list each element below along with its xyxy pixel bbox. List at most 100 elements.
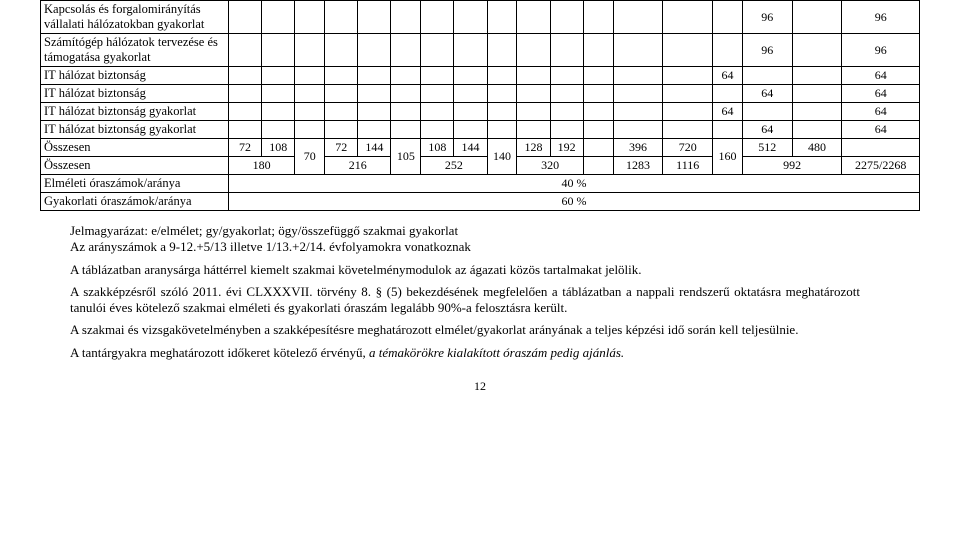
cell bbox=[262, 34, 295, 67]
cell bbox=[487, 1, 517, 34]
curriculum-table: Kapcsolás és forgalomirányítás vállalati… bbox=[40, 0, 920, 211]
cell bbox=[742, 67, 792, 85]
pct-label: Gyakorlati óraszámok/aránya bbox=[41, 193, 229, 211]
cell bbox=[663, 121, 713, 139]
cell bbox=[792, 121, 842, 139]
table-row: Kapcsolás és forgalomirányítás vállalati… bbox=[41, 1, 920, 34]
cell bbox=[391, 34, 421, 67]
cell bbox=[262, 67, 295, 85]
cell bbox=[792, 67, 842, 85]
table-row: IT hálózat biztonság gyakorlat 64 64 bbox=[41, 103, 920, 121]
cell bbox=[487, 67, 517, 85]
cell bbox=[295, 34, 325, 67]
cell bbox=[613, 121, 663, 139]
paragraph-2: A szakképzésről szóló 2011. évi CLXXXVII… bbox=[70, 284, 860, 317]
cell bbox=[454, 1, 487, 34]
pct-value: 60 % bbox=[228, 193, 919, 211]
cell bbox=[713, 85, 743, 103]
cell bbox=[262, 103, 295, 121]
cell bbox=[421, 1, 454, 34]
paragraph-3: A szakmai és vizsgakövetelményben a szak… bbox=[70, 322, 860, 338]
cell: 144 bbox=[358, 139, 391, 157]
cell bbox=[295, 85, 325, 103]
cell: 108 bbox=[421, 139, 454, 157]
cell bbox=[663, 34, 713, 67]
cell: 96 bbox=[842, 34, 920, 67]
cell bbox=[663, 1, 713, 34]
row-label: IT hálózat biztonság bbox=[41, 85, 229, 103]
row-label: Számítógép hálózatok tervezése és támoga… bbox=[41, 34, 229, 67]
pct-value: 40 % bbox=[228, 175, 919, 193]
cell bbox=[550, 67, 583, 85]
cell bbox=[517, 121, 550, 139]
cell: 64 bbox=[842, 103, 920, 121]
cell: 64 bbox=[742, 85, 792, 103]
cell: 96 bbox=[742, 1, 792, 34]
cell bbox=[228, 85, 261, 103]
cell bbox=[325, 85, 358, 103]
cell bbox=[358, 85, 391, 103]
cell: 64 bbox=[713, 103, 743, 121]
cell bbox=[358, 67, 391, 85]
row-label: IT hálózat biztonság gyakorlat bbox=[41, 103, 229, 121]
paragraph-4: A tantárgyakra meghatározott időkeret kö… bbox=[70, 345, 860, 361]
cell bbox=[228, 103, 261, 121]
cell bbox=[842, 139, 920, 157]
cell: 64 bbox=[842, 67, 920, 85]
cell bbox=[613, 34, 663, 67]
cell bbox=[792, 34, 842, 67]
table-row: IT hálózat biztonság gyakorlat6464 bbox=[41, 121, 920, 139]
cell bbox=[713, 1, 743, 34]
cell: 992 bbox=[742, 157, 842, 175]
cell bbox=[517, 67, 550, 85]
cell bbox=[391, 85, 421, 103]
cell bbox=[517, 1, 550, 34]
cell: 192 bbox=[550, 139, 583, 157]
cell bbox=[262, 85, 295, 103]
cell: 216 bbox=[325, 157, 391, 175]
paragraph-1: A táblázatban aranysárga háttérrel kieme… bbox=[70, 262, 860, 278]
merge-cell: 70 bbox=[295, 139, 325, 175]
merge-cell: 160 bbox=[713, 139, 743, 175]
cell bbox=[228, 1, 261, 34]
table-row: Számítógép hálózatok tervezése és támoga… bbox=[41, 34, 920, 67]
cell bbox=[295, 103, 325, 121]
cell bbox=[663, 103, 713, 121]
cell: 144 bbox=[454, 139, 487, 157]
cell bbox=[454, 103, 487, 121]
cell bbox=[421, 85, 454, 103]
cell bbox=[391, 1, 421, 34]
cell bbox=[295, 121, 325, 139]
cell bbox=[583, 139, 613, 157]
cell: 96 bbox=[742, 34, 792, 67]
cell bbox=[583, 67, 613, 85]
cell bbox=[742, 103, 792, 121]
cell bbox=[487, 85, 517, 103]
cell bbox=[421, 34, 454, 67]
cell bbox=[663, 85, 713, 103]
cell bbox=[325, 67, 358, 85]
row-label: Kapcsolás és forgalomirányítás vállalati… bbox=[41, 1, 229, 34]
cell bbox=[295, 1, 325, 34]
cell bbox=[792, 1, 842, 34]
table-row: IT hálózat biztonság6464 bbox=[41, 85, 920, 103]
cell: 1283 bbox=[613, 157, 663, 175]
cell bbox=[391, 121, 421, 139]
cell: 512 bbox=[742, 139, 792, 157]
cell bbox=[713, 121, 743, 139]
pct-label: Elméleti óraszámok/aránya bbox=[41, 175, 229, 193]
cell bbox=[325, 1, 358, 34]
cell bbox=[550, 34, 583, 67]
cell bbox=[613, 67, 663, 85]
cell: 64 bbox=[713, 67, 743, 85]
cell bbox=[550, 1, 583, 34]
cell bbox=[487, 103, 517, 121]
cell bbox=[228, 34, 261, 67]
pct-row-2: Gyakorlati óraszámok/aránya60 % bbox=[41, 193, 920, 211]
cell bbox=[487, 121, 517, 139]
cell bbox=[391, 67, 421, 85]
cell: 96 bbox=[842, 1, 920, 34]
sum-label-a: Összesen bbox=[41, 139, 229, 157]
cell: 2275/2268 bbox=[842, 157, 920, 175]
cell: 64 bbox=[742, 121, 792, 139]
